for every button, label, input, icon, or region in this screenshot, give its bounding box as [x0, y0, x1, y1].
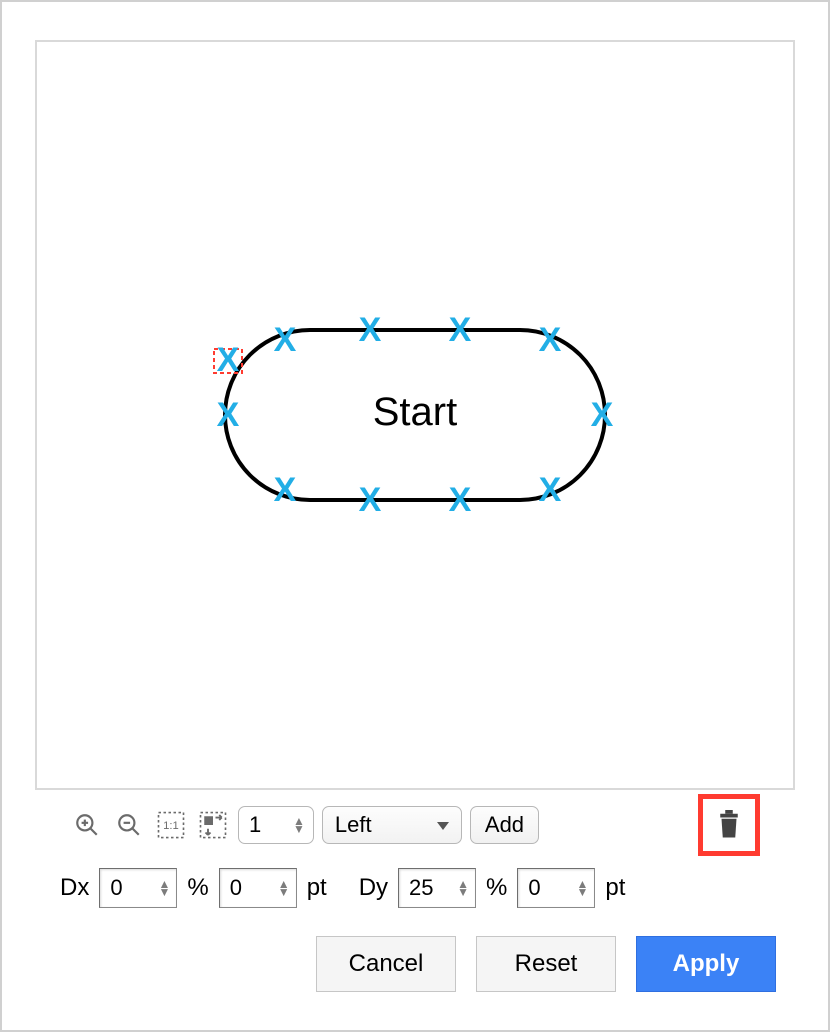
reset-button[interactable]: Reset [476, 936, 616, 992]
dialog-footer: Cancel Reset Apply [18, 936, 776, 992]
dx-label: Dx [60, 874, 89, 902]
add-button[interactable]: Add [470, 806, 539, 844]
connection-point[interactable]: X [217, 396, 240, 434]
pt-unit: pt [605, 874, 625, 902]
dx-pt-stepper[interactable]: 0 ▲▼ [219, 868, 297, 908]
zoom-level-value[interactable]: 1 [249, 812, 289, 838]
percent-unit: % [486, 874, 507, 902]
zoom-fit-icon[interactable] [196, 808, 230, 842]
pt-unit: pt [307, 874, 327, 902]
stepper-arrows-icon[interactable]: ▲▼ [158, 881, 170, 895]
connection-point[interactable]: X [591, 396, 614, 434]
connection-point[interactable]: X [449, 481, 472, 519]
shape-preview-canvas[interactable]: Start X X X X X X X X X X X [35, 40, 795, 790]
dy-pt-stepper[interactable]: 0 ▲▼ [517, 868, 595, 908]
delete-point-button[interactable] [698, 794, 760, 856]
connection-point[interactable]: X [539, 471, 562, 509]
dx-percent-value[interactable]: 0 [110, 875, 154, 901]
dy-percent-value[interactable]: 25 [409, 875, 453, 901]
connection-point[interactable]: X [539, 321, 562, 359]
zoom-out-icon[interactable] [112, 808, 146, 842]
dy-percent-stepper[interactable]: 25 ▲▼ [398, 868, 476, 908]
zoom-in-icon[interactable] [70, 808, 104, 842]
stepper-arrows-icon[interactable]: ▲▼ [577, 881, 589, 895]
connection-point-selected[interactable]: X [217, 341, 240, 379]
trash-icon [714, 809, 744, 841]
connection-point[interactable]: X [449, 311, 472, 349]
stepper-arrows-icon[interactable]: ▲▼ [278, 881, 290, 895]
connection-point[interactable]: X [359, 481, 382, 519]
connection-point[interactable]: X [274, 321, 297, 359]
dx-pt-value[interactable]: 0 [230, 875, 274, 901]
connection-point[interactable]: X [359, 311, 382, 349]
shape-label: Start [373, 390, 457, 434]
connection-points-dialog: Start X X X X X X X X X X X [0, 0, 830, 1032]
connection-point[interactable]: X [274, 471, 297, 509]
zoom-level-stepper[interactable]: 1 ▲▼ [238, 806, 314, 844]
dy-label: Dy [359, 874, 388, 902]
dy-pt-value[interactable]: 0 [528, 875, 572, 901]
shape-stadium: Start X X X X X X X X X X X [205, 310, 625, 520]
direction-select-value: Left [335, 812, 372, 838]
toolbar: 1:1 1 ▲▼ Left Add [70, 800, 792, 850]
percent-unit: % [187, 874, 208, 902]
dx-percent-stepper[interactable]: 0 ▲▼ [99, 868, 177, 908]
stepper-arrows-icon[interactable]: ▲▼ [457, 881, 469, 895]
stepper-arrows-icon[interactable]: ▲▼ [293, 818, 305, 832]
apply-button[interactable]: Apply [636, 936, 776, 992]
zoom-actual-icon[interactable]: 1:1 [154, 808, 188, 842]
direction-select[interactable]: Left [322, 806, 462, 844]
coordinates-row: Dx 0 ▲▼ % 0 ▲▼ pt Dy 25 ▲▼ % 0 ▲▼ pt [60, 868, 792, 908]
svg-text:1:1: 1:1 [163, 820, 179, 832]
cancel-button[interactable]: Cancel [316, 936, 456, 992]
